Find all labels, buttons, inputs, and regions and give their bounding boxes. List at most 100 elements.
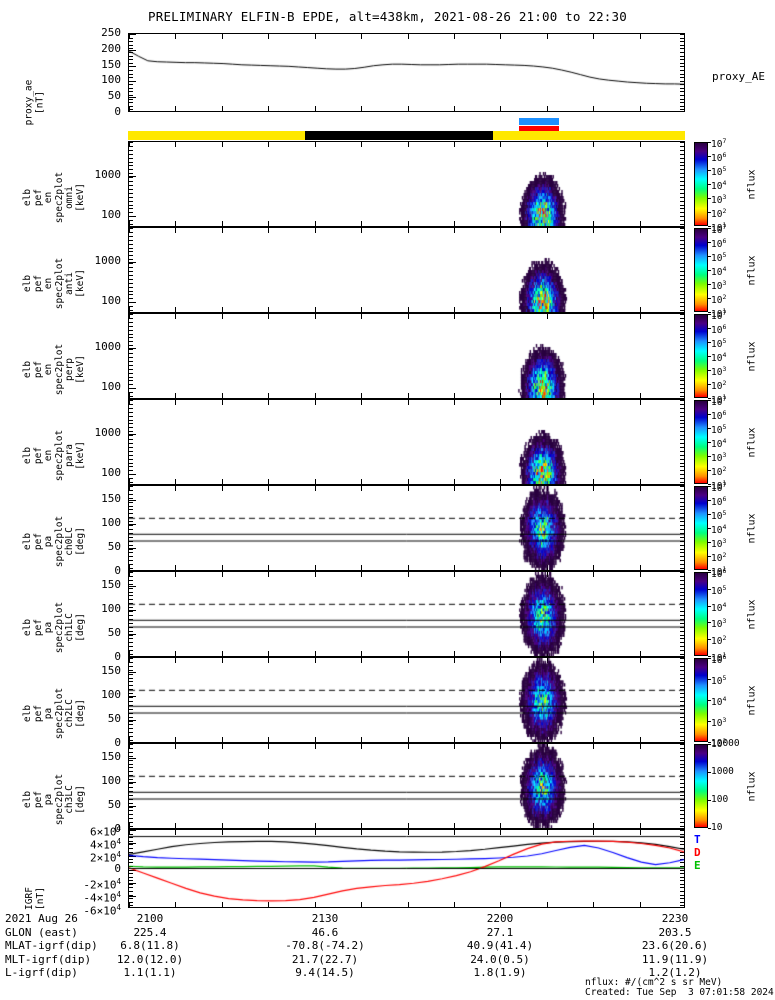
xaxis-row-label: 2021 Aug 26 <box>5 912 78 925</box>
colorbar-tick-mark <box>708 184 711 185</box>
xaxis-value: 12.0(12.0) <box>116 952 184 966</box>
ytick-label: 150 <box>101 750 121 764</box>
legend-igrf-D: D <box>694 846 701 859</box>
xaxis-value: 40.9(41.4) <box>466 939 534 952</box>
colorbar-tick-mark <box>708 456 711 457</box>
ytick-label: 200 <box>101 41 121 55</box>
colorbar-tick-mark <box>708 470 711 471</box>
xaxis-value: 2130 <box>311 912 339 925</box>
colorbar-tick: 107 <box>711 481 727 495</box>
ytick-label: 100 <box>101 602 121 616</box>
ytick-label: 1000 <box>94 425 122 439</box>
colorbar-tick-mark <box>708 542 711 543</box>
colorbar-tick-mark <box>708 428 711 429</box>
ytick-label: -6×104 <box>83 903 121 918</box>
ytick-label: 150 <box>101 57 121 71</box>
colorbar-label-text: nflux <box>746 340 758 372</box>
colorbar-label-text: nflux <box>746 770 758 802</box>
colorbar-tick-mark <box>708 679 711 680</box>
colorbar-tick-mark <box>708 398 711 399</box>
colorbar-label-pa-ch0LC: nflux <box>744 508 760 548</box>
colorbar-tick: 105 <box>711 583 727 597</box>
panel-en-perp <box>128 313 685 399</box>
colorbar-tick: 10000 <box>711 738 740 749</box>
plot-area-proxy_ae <box>129 34 684 111</box>
colorbar-tick-mark <box>708 484 711 485</box>
ytick-label: 100 <box>101 207 121 221</box>
ytick-label: 100 <box>101 465 121 479</box>
xaxis-value: 2200 <box>486 912 514 925</box>
plot-area-en-omni <box>129 142 684 226</box>
colorbar-label-text: nflux <box>746 512 758 544</box>
yticks-pa-ch1LC: 0 50 100 150 <box>68 571 124 662</box>
colorbar-tick-mark <box>708 500 711 501</box>
ytick-label: 100 <box>101 293 121 307</box>
xaxis-value: 1.1(1.1) <box>123 966 177 979</box>
colorbar-tick: 106 <box>711 151 727 165</box>
colorbar-tick: 107 <box>711 223 727 237</box>
colorbar-tick-mark <box>708 298 711 299</box>
colorbar-tick: 106 <box>711 567 727 581</box>
ylabel-text-proxy_ae: proxy_ae [nT] <box>23 79 46 125</box>
xaxis-row-label: MLAT-igrf(dip) <box>5 939 98 952</box>
xaxis-value: 225.4 <box>133 925 167 939</box>
legend-igrf-E: E <box>694 859 701 872</box>
ytick-label: 50 <box>107 798 121 812</box>
ytick-label: -2×104 <box>83 876 121 892</box>
ytick-label: 4×104 <box>90 837 121 852</box>
colorbar-label-text: nflux <box>746 426 758 458</box>
colorbar-tick-mark <box>708 588 711 590</box>
colorbar-tick: 103 <box>711 716 727 730</box>
colorbar-tick-mark <box>708 284 711 285</box>
colorbar-tick: 104 <box>711 351 727 365</box>
yticks-pa-ch2LC: 0 50 100 150 <box>68 657 124 748</box>
ytick-label: 2×104 <box>90 850 121 865</box>
colorbar-en-para <box>694 400 708 484</box>
colorbar-tick: 103 <box>711 537 727 551</box>
xaxis-value: 6.8(11.8) <box>120 939 180 952</box>
plot-area-pa-ch1LC <box>129 572 684 656</box>
colorbar-tick-mark <box>708 256 711 257</box>
colorbar-tick-mark <box>708 800 711 801</box>
colorbar-tick: 101 <box>711 393 727 407</box>
colorbar-tick: 105 <box>711 674 727 688</box>
ytick-label: 100 <box>101 73 121 87</box>
colorbar-tick-mark <box>708 572 711 573</box>
ytick-label: 250 <box>101 26 121 39</box>
colorbar-tick: 103 <box>711 365 727 379</box>
colorbar-tick: 101 <box>711 221 727 235</box>
xaxis-value: 23.6(20.6) <box>641 939 709 952</box>
status-marker-blue <box>519 118 559 125</box>
colorbar-tick-mark <box>708 328 711 329</box>
yticks-en-omni: 100 1000 <box>68 141 124 227</box>
colorbar-tick: 102 <box>711 737 727 751</box>
ytick-label: 50 <box>107 712 121 726</box>
plot-area-pa-ch3LC <box>129 744 684 828</box>
yticks-igrf: -6×104 -4×104 -2×104 0 2×104 4×104 6×104 <box>68 824 124 917</box>
xaxis-value: 9.4(14.5) <box>295 966 355 979</box>
yticks-en-anti: 100 1000 <box>68 227 124 313</box>
panel-pa-ch0LC <box>128 485 685 571</box>
colorbar-tick: 106 <box>711 653 727 667</box>
colorbar-pa-ch1LC <box>694 572 708 656</box>
colorbar-tick: 102 <box>711 551 727 565</box>
ytick-label: 50 <box>107 540 121 554</box>
ytick-label: 150 <box>101 492 121 506</box>
colorbar-tick: 101 <box>711 565 727 579</box>
panel-proxy_ae <box>128 33 685 112</box>
colorbar-label-text: nflux <box>746 254 758 286</box>
panel-pa-ch2LC <box>128 657 685 743</box>
colorbar-tick: 102 <box>711 207 727 221</box>
colorbar-tick: 103 <box>711 617 727 631</box>
colorbar-tick-mark <box>708 312 711 313</box>
xaxis-value: 11.9(11.9) <box>641 952 709 966</box>
yticks-pa-ch3LC: 0 50 100 150 <box>68 743 124 834</box>
yticks-pa-ch0LC: 0 50 100 150 <box>68 485 124 576</box>
ytick-label: 150 <box>101 664 121 678</box>
colorbar-tick: 103 <box>711 451 727 465</box>
ytick-label: 100 <box>101 774 121 788</box>
colorbar-tick: 10 <box>711 822 723 833</box>
colorbar-pa-ch2LC <box>694 658 708 742</box>
colorbar-tick-mark <box>708 605 711 607</box>
colorbar-label-en-omni: nflux <box>744 164 760 204</box>
